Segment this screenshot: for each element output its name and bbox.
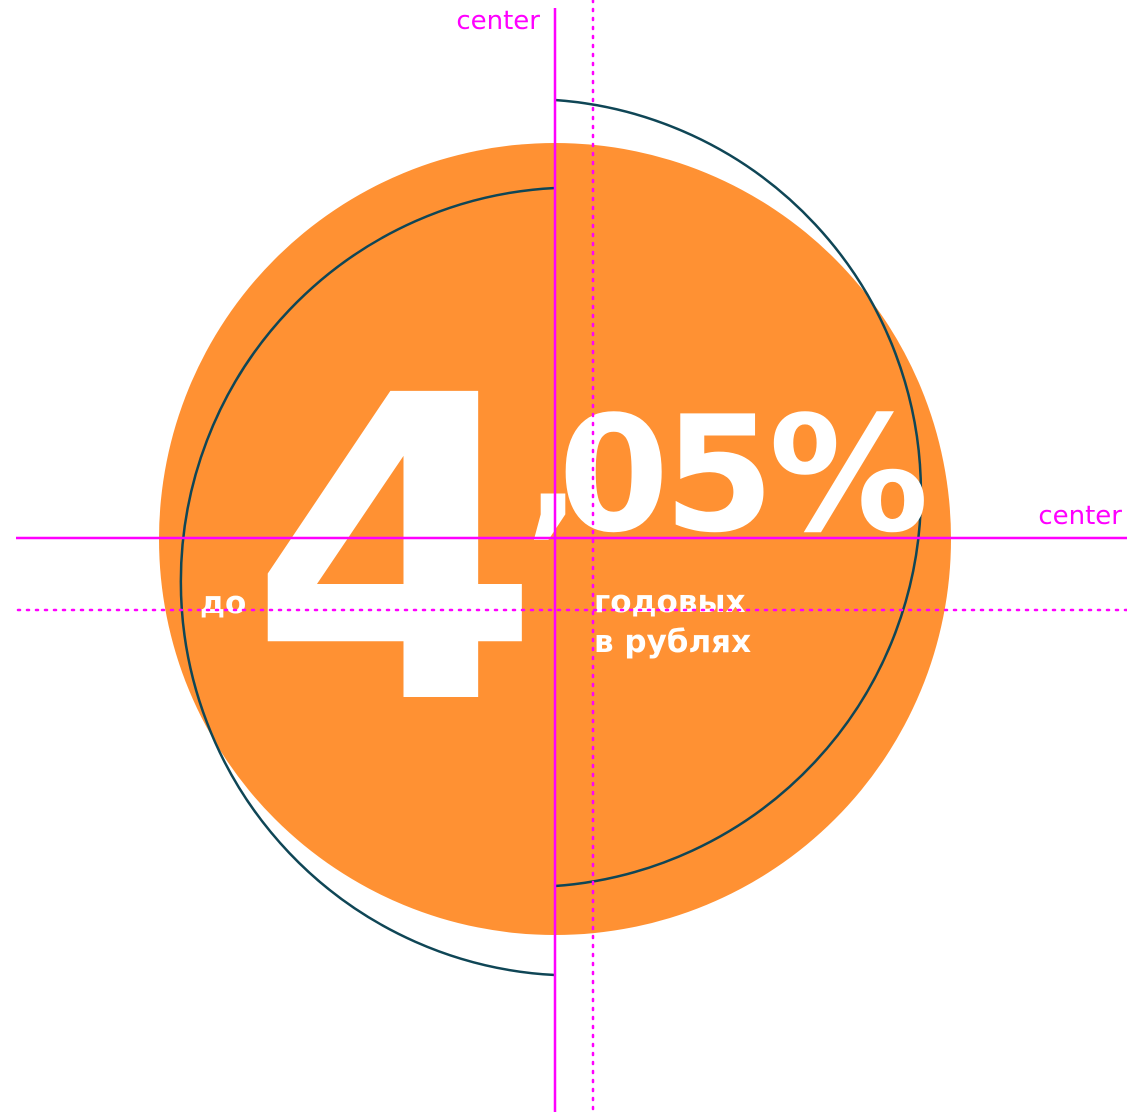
rate-prefix: до [200,585,246,621]
horizontal-guide-label: center [1038,501,1122,531]
outer-left-arc [179,186,556,977]
rate-fraction: 05% [558,381,925,568]
rate-integer-digit: 4 [249,308,541,797]
rate-caption-line2: в рублях [594,624,751,660]
rate-caption-line1: годовых [594,584,745,620]
vertical-guide-label: center [456,6,540,36]
rate-separator: , [526,391,579,554]
outer-right-arc [554,98,923,888]
